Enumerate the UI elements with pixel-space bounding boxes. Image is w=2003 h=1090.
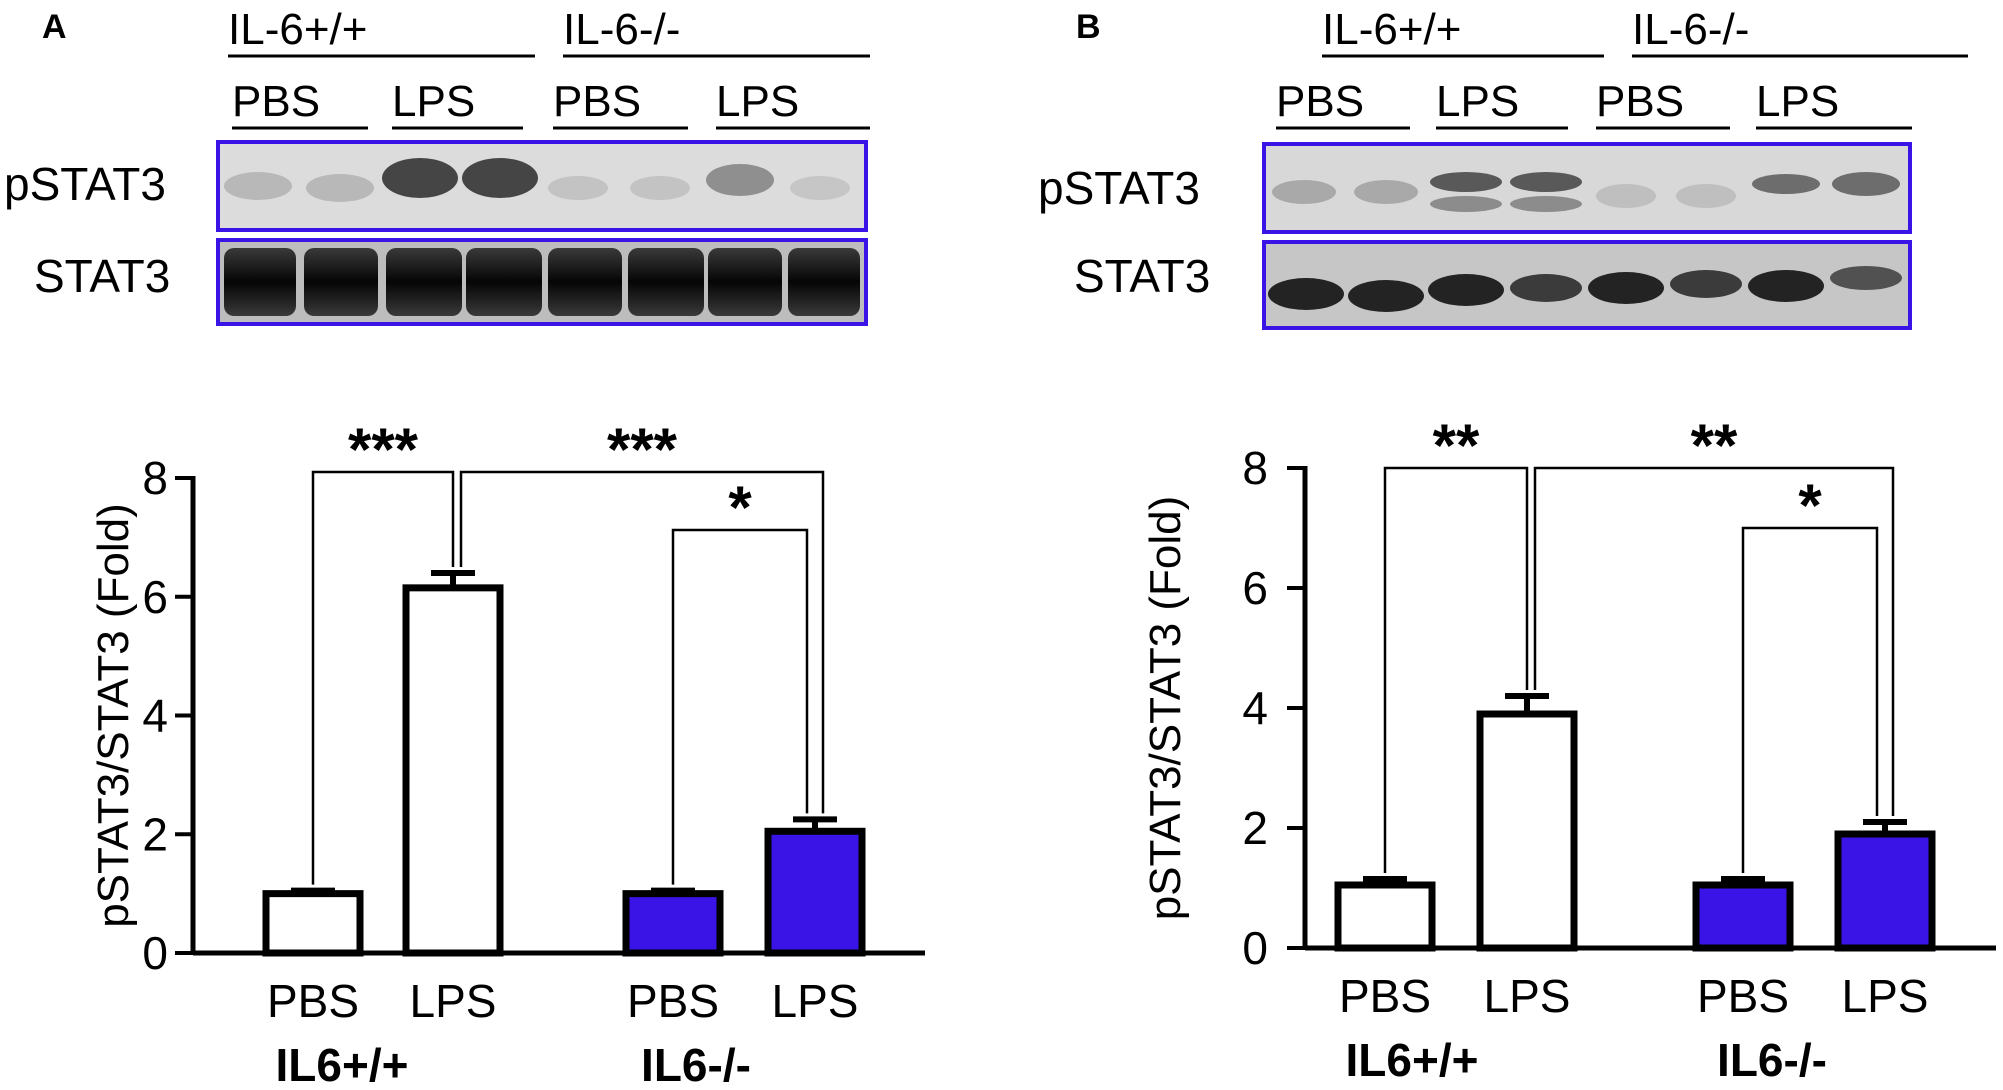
x-tick-label: LPS xyxy=(1842,970,1929,1022)
treatment-label: PBS xyxy=(553,77,641,126)
bar xyxy=(764,827,866,957)
blot-image-pstat3 xyxy=(1262,142,1912,234)
panel-a-letter: A xyxy=(42,8,67,46)
y-tick-label: 0 xyxy=(142,927,168,979)
group-label: IL6-/- xyxy=(1717,1034,1827,1086)
x-tick-label: PBS xyxy=(627,975,719,1027)
bar xyxy=(1692,881,1794,952)
significance-bracket xyxy=(1383,466,1529,873)
panel-a: A IL-6+/+ IL-6-/- PBS LPS PBS LPS pSTAT3… xyxy=(4,5,925,1090)
bar xyxy=(402,584,504,957)
y-tick-label: 6 xyxy=(1242,562,1268,614)
y-tick-label: 8 xyxy=(1242,442,1268,494)
x-tick-label: LPS xyxy=(410,975,497,1027)
y-tick-label: 8 xyxy=(142,452,168,504)
significance-label: ** xyxy=(1691,412,1738,479)
significance-label: ** xyxy=(1433,412,1480,479)
group-label: IL6+/+ xyxy=(1346,1034,1479,1086)
treatment-label: PBS xyxy=(232,77,320,126)
significance-bracket xyxy=(1741,526,1879,873)
bar xyxy=(1834,830,1936,952)
x-tick-label: PBS xyxy=(1339,970,1431,1022)
panel-b-blot-header: IL-6+/+ IL-6-/- PBS LPS PBS LPS xyxy=(1276,5,1968,130)
significance-bracket xyxy=(311,470,455,885)
significance-label: * xyxy=(728,474,752,541)
y-tick-label: 4 xyxy=(1242,682,1268,734)
x-tick-label: LPS xyxy=(1484,970,1571,1022)
y-axis-label: pSTAT3/STAT3 (Fold) xyxy=(89,503,138,928)
x-tick-label: LPS xyxy=(772,975,859,1027)
y-tick-label: 0 xyxy=(1242,922,1268,974)
blot-image-pstat3 xyxy=(216,140,868,232)
genotype-label-wt: IL-6+/+ xyxy=(228,5,367,54)
group-label: IL6-/- xyxy=(641,1039,751,1090)
y-tick-label: 4 xyxy=(142,690,168,742)
treatment-label: PBS xyxy=(1596,77,1684,126)
y-tick-label: 2 xyxy=(142,808,168,860)
y-tick-label: 2 xyxy=(1242,802,1268,854)
group-label: IL6+/+ xyxy=(276,1039,409,1090)
significance-label: *** xyxy=(348,416,419,483)
bar xyxy=(262,890,364,957)
treatment-label: LPS xyxy=(716,77,799,126)
blot-image-stat3 xyxy=(216,238,868,326)
bar xyxy=(1334,881,1436,952)
significance-label: *** xyxy=(607,416,678,483)
significance-bracket xyxy=(1533,466,1895,816)
bar xyxy=(622,890,724,957)
genotype-label-wt: IL-6+/+ xyxy=(1322,5,1461,54)
blot-row-label-pstat3: pSTAT3 xyxy=(1038,162,1200,214)
genotype-label-ko: IL-6-/- xyxy=(1632,5,1749,54)
bar xyxy=(1476,710,1578,952)
treatment-label: LPS xyxy=(1756,77,1839,126)
panel-b: B IL-6+/+ IL-6-/- PBS LPS PBS LPS pSTAT3… xyxy=(1038,5,1996,1086)
treatment-label: PBS xyxy=(1276,77,1364,126)
treatment-label: LPS xyxy=(1436,77,1519,126)
genotype-label-ko: IL-6-/- xyxy=(563,5,680,54)
treatment-label: LPS xyxy=(392,77,475,126)
y-axis-label: pSTAT3/STAT3 (Fold) xyxy=(1141,496,1190,921)
significance-bracket xyxy=(671,528,809,885)
panel-b-letter: B xyxy=(1076,8,1101,46)
panel-a-blot-header: IL-6+/+ IL-6-/- PBS LPS PBS LPS xyxy=(228,5,870,130)
x-tick-label: PBS xyxy=(267,975,359,1027)
significance-bracket xyxy=(459,470,825,814)
blot-row-label-stat3: STAT3 xyxy=(1074,250,1210,302)
x-tick-label: PBS xyxy=(1697,970,1789,1022)
significance-label: * xyxy=(1798,472,1822,539)
blot-row-label-stat3: STAT3 xyxy=(34,250,170,302)
blot-row-label-pstat3: pSTAT3 xyxy=(4,158,166,210)
blot-image-stat3 xyxy=(1262,240,1912,330)
y-tick-label: 6 xyxy=(142,571,168,623)
